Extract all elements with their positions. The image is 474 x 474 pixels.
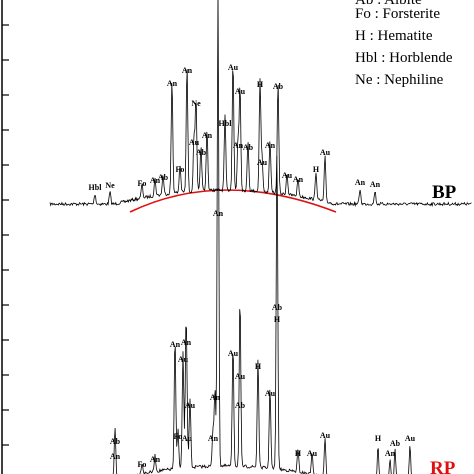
- peak-label: Ab: [235, 401, 246, 410]
- peak-label: Au: [228, 349, 239, 358]
- peak-label: Ab: [272, 303, 283, 312]
- peak-label: Ab: [273, 82, 284, 91]
- peak-label: An: [208, 434, 219, 443]
- peak-label: Au: [320, 431, 331, 440]
- peak-label: An: [182, 66, 193, 75]
- peak-label: Fo: [174, 432, 183, 441]
- peak-label: Au: [178, 355, 189, 364]
- peak-label: H: [257, 80, 264, 89]
- sample-label: BP: [432, 182, 457, 203]
- peak-label: An: [265, 141, 276, 150]
- peak-label: An: [385, 449, 396, 458]
- peak-label: An: [202, 131, 213, 140]
- peak-label: H: [375, 434, 382, 443]
- peak-label: Au: [228, 63, 239, 72]
- peak-label: An: [110, 452, 121, 461]
- peak-label: Fo: [138, 179, 147, 188]
- peak-label: An: [150, 176, 161, 185]
- peak-label: Au: [265, 389, 276, 398]
- peak-label: Au: [189, 138, 200, 147]
- peak-label: Au: [235, 372, 246, 381]
- peak-label: Au: [182, 434, 193, 443]
- legend-entry: H : Hematite: [355, 28, 433, 44]
- peak-label: Ab: [390, 439, 401, 448]
- peak-label: Au: [235, 87, 246, 96]
- peak-label: An: [293, 175, 304, 184]
- sample-label: RP: [430, 458, 456, 474]
- peak-label: Ne: [191, 99, 201, 108]
- peak-label: Au: [257, 158, 268, 167]
- peak-label: Ab: [158, 173, 169, 182]
- peak-label: H: [255, 362, 262, 371]
- peak-label: An: [233, 141, 244, 150]
- peak-label: H: [295, 449, 302, 458]
- peak-label: An: [370, 180, 381, 189]
- legend-entry: Ab : Albite: [355, 0, 422, 8]
- peak-label: Ab: [110, 437, 121, 446]
- peak-label: An: [355, 178, 366, 187]
- peak-label: Ab: [243, 143, 254, 152]
- peak-label: An: [181, 338, 192, 347]
- peak-label: Hbl: [89, 183, 103, 192]
- peak-label: Hbl: [219, 119, 233, 128]
- peak-label: Au: [320, 148, 331, 157]
- background-curve: [129, 189, 337, 213]
- peak-label: An: [170, 340, 181, 349]
- peak-label: H: [313, 165, 320, 174]
- peak-label: H: [274, 315, 281, 324]
- legend-entry: Ne : Nephiline: [355, 72, 444, 88]
- peak-label: An: [150, 455, 161, 464]
- legend-entry: Fo : Forsterite: [355, 6, 440, 22]
- peak-label: Fo: [176, 165, 185, 174]
- peak-label: An: [210, 393, 221, 402]
- peak-label: Ne: [105, 181, 115, 190]
- diffraction-trace: [49, 69, 472, 208]
- peak-label: An: [213, 209, 224, 218]
- peak-label: Fo: [138, 460, 147, 469]
- peak-label: Au: [185, 401, 196, 410]
- peak-label: Ab: [196, 148, 207, 157]
- peak-label: Au: [405, 434, 416, 443]
- diffraction-trace: [112, 0, 412, 474]
- peak-label: Au: [282, 171, 293, 180]
- legend-entry: Hbl : Horblende: [355, 50, 453, 66]
- peak-label: Au: [307, 449, 318, 458]
- peak-label: An: [167, 79, 178, 88]
